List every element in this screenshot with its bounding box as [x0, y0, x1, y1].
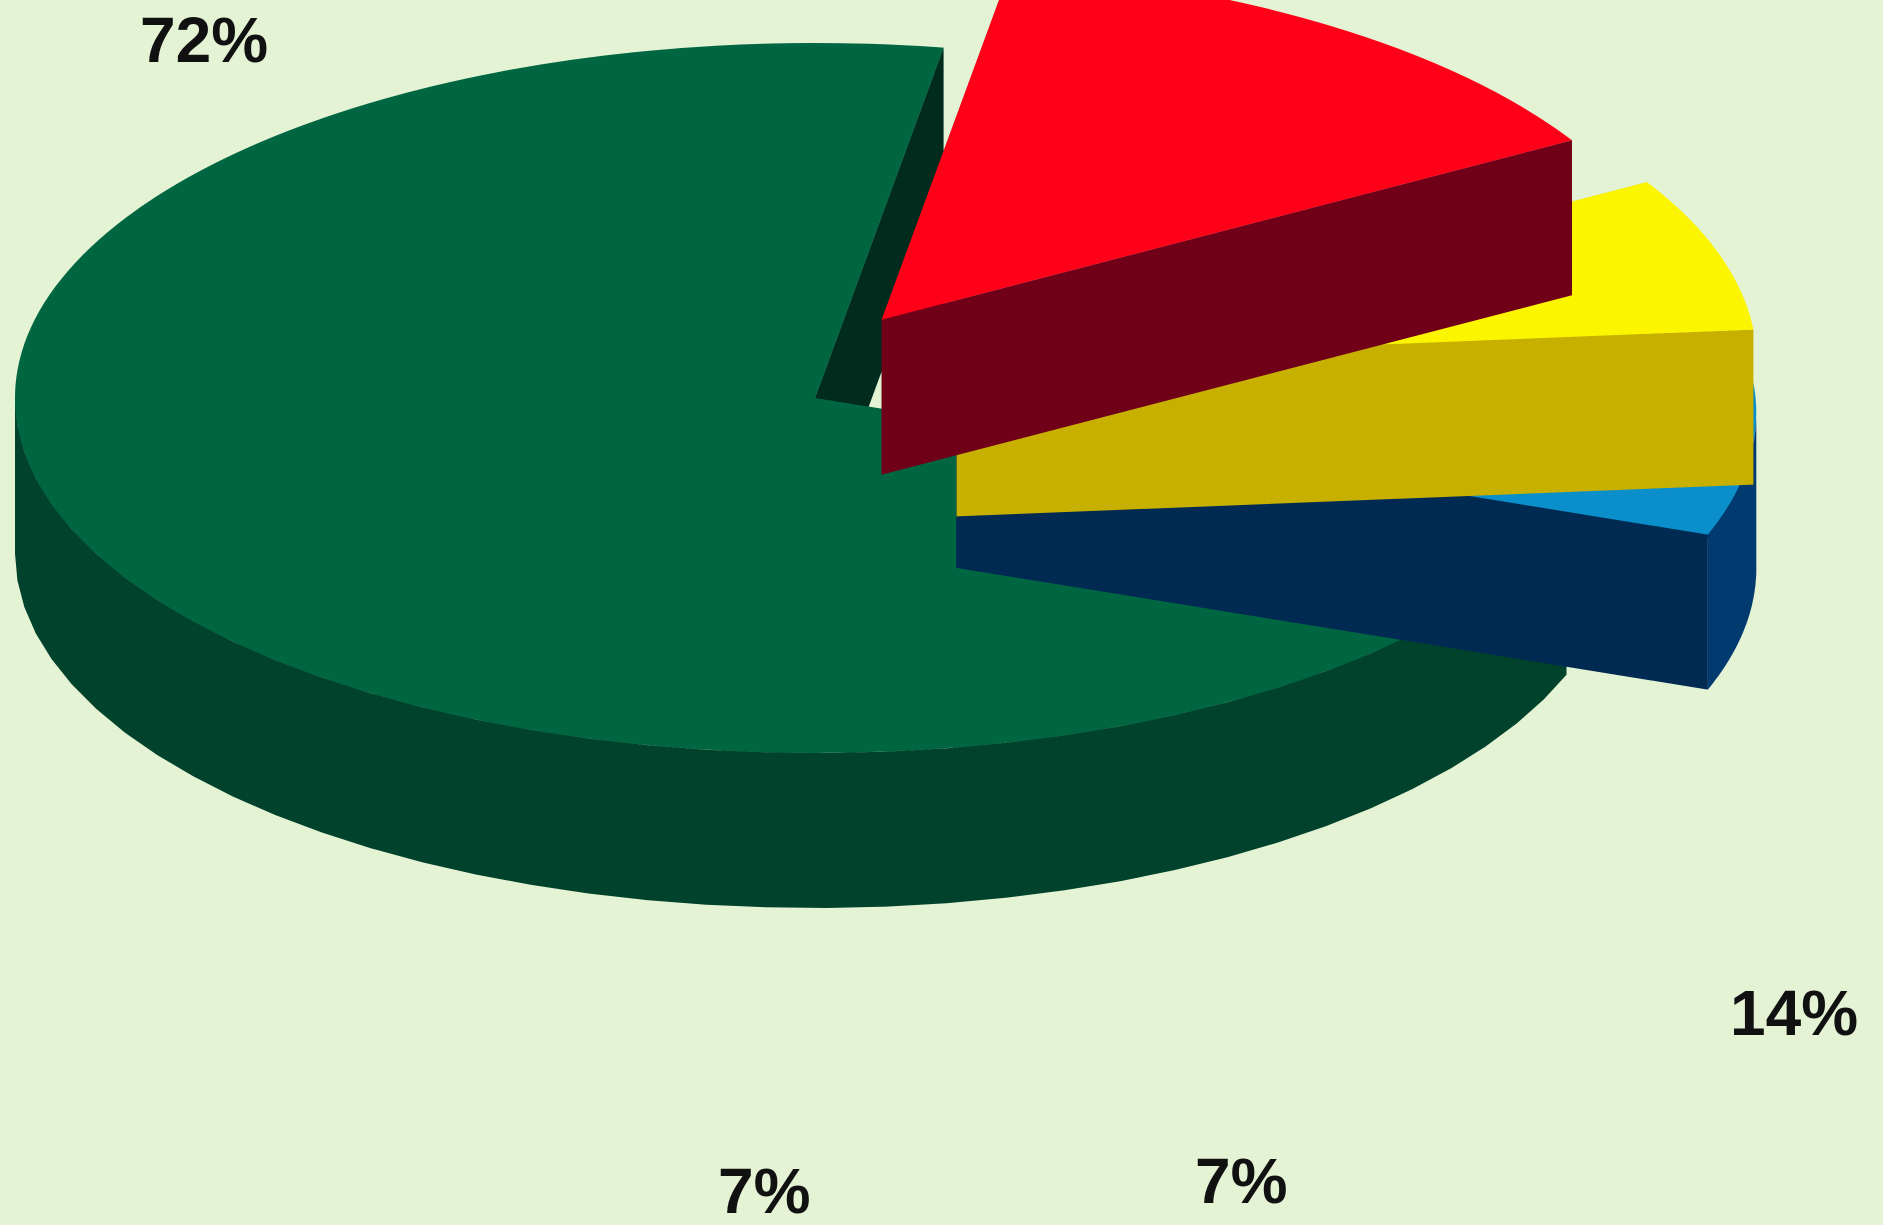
slice-label-7-blue: 7% [718, 1155, 811, 1225]
slice-label-72: 72% [140, 4, 268, 76]
slice-14pct-1-top [881, 0, 1572, 320]
slice-label-7-yellow: 7% [1195, 1145, 1288, 1217]
slice-72pct-0-side-0 [15, 398, 1567, 908]
slices-layer [14, 0, 1757, 908]
slice-14pct-1-wall-1 [881, 140, 1572, 475]
slice-14pct-1 [881, 0, 1572, 475]
slice-label-14: 14% [1730, 977, 1858, 1049]
